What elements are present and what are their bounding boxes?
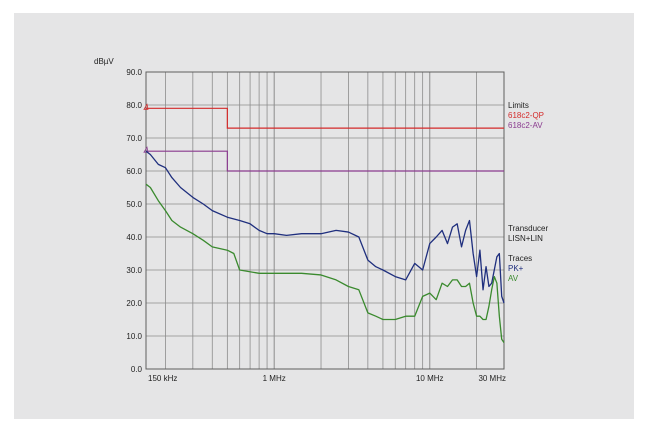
y-axis-label: dBµV <box>94 57 114 66</box>
emission-chart: 90.080.070.060.050.040.030.020.010.00.0 … <box>94 57 549 383</box>
trace-lines <box>145 150 505 343</box>
legend-transducer-title: Transducer <box>508 224 549 233</box>
grid <box>146 72 504 369</box>
limit-lines <box>143 103 504 172</box>
legend-limits-title: Limits <box>508 101 529 110</box>
y-tick-label: 60.0 <box>126 167 142 176</box>
y-tick-label: 40.0 <box>126 233 142 242</box>
legend-traces-title: Traces <box>508 254 532 263</box>
y-tick-label: 0.0 <box>131 365 143 374</box>
x-tick-label: 30 MHz <box>478 374 506 383</box>
trace-line-AV <box>145 183 505 343</box>
legend-trace-av: AV <box>508 274 519 283</box>
y-tick-labels: 90.0 80.0 70.0 60.0 50.0 40.0 30.0 20.0 10.0 0.0 <box>126 68 142 374</box>
trace-line-PK+ <box>145 150 505 304</box>
x-tick-label: 10 MHz <box>416 374 444 383</box>
limit-line-618c2-QP <box>146 107 504 129</box>
y-tick-label: 20.0 <box>126 299 142 308</box>
legend-trace-pk: PK+ <box>508 264 524 273</box>
chart-panel: 90.0 80.0 70.0 60.0 50.0 40.0 30.0 20.0 10.0 0.0 … <box>14 13 634 419</box>
limit-line-618c2-AV <box>146 150 504 172</box>
x-tick-label: 150 kHz <box>148 374 177 383</box>
x-tick-labels: 150 kHz 1 MHz 10 MHz 30 MHz <box>148 374 506 383</box>
y-tick-label: 30.0 <box>126 266 142 275</box>
limit-marker <box>143 103 149 110</box>
legend-limit-av: 618c2-AV <box>508 121 543 130</box>
plot-area <box>145 71 505 370</box>
x-tick-label: 1 MHz <box>263 374 286 383</box>
y-tick-label: 90.0 <box>126 68 142 77</box>
y-tick-label: 70.0 <box>126 134 142 143</box>
legend-limit-qp: 618c2-QP <box>508 111 544 120</box>
y-tick-label: 80.0 <box>126 101 142 110</box>
legend-transducer: LISN+LIN <box>508 234 543 243</box>
y-tick-label: 10.0 <box>126 332 142 341</box>
y-tick-label: 50.0 <box>126 200 142 209</box>
limit-marker <box>143 146 149 153</box>
